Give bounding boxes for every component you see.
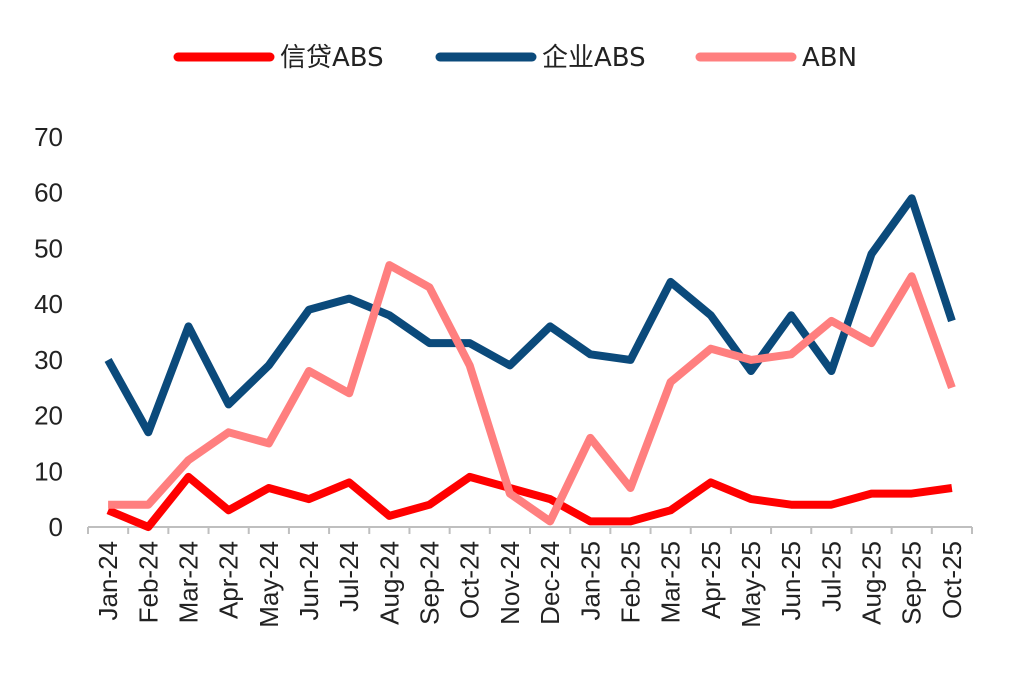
x-tick-label: Jan-24: [93, 541, 123, 621]
x-tick-label: Apr-25: [696, 541, 726, 619]
x-tick-label: Nov-24: [495, 541, 525, 625]
x-tick-label: Sep-25: [897, 541, 927, 625]
y-tick-label: 70: [34, 122, 63, 152]
x-tick-label: Oct-25: [937, 541, 967, 619]
x-tick-label: Dec-24: [535, 541, 565, 625]
legend: 信贷ABS 企业ABS ABN: [173, 43, 857, 73]
y-tick-label: 60: [34, 178, 63, 208]
series-line-1: [106, 472, 953, 531]
x-tick-label: Jul-25: [816, 541, 846, 612]
legend-label-1: 信贷ABS: [280, 43, 384, 73]
x-tick-label: Jan-25: [575, 541, 605, 621]
x-tick-label: Apr-24: [214, 541, 244, 619]
legend-label-3: ABN: [802, 43, 857, 73]
series-line-2: [104, 194, 956, 437]
y-tick-label: 50: [34, 233, 63, 263]
x-tick-label: Aug-25: [857, 541, 887, 625]
x-tick-label: Mar-24: [173, 541, 203, 623]
x-tick-label: Oct-24: [455, 541, 485, 619]
y-tick-label: 10: [34, 456, 63, 486]
x-tick-label: Feb-25: [615, 541, 645, 623]
x-tick-label: Jun-25: [776, 541, 806, 621]
y-tick-label: 40: [34, 289, 63, 319]
x-tick-label: Feb-24: [133, 541, 163, 623]
y-tick-label: 0: [49, 512, 63, 542]
x-tick-label: Jun-24: [294, 541, 324, 621]
series-group: [104, 194, 956, 531]
x-tick-label: Sep-24: [415, 541, 445, 625]
series-line-3: [108, 261, 956, 526]
x-tick-label: Mar-25: [656, 541, 686, 623]
x-tick-label: May-25: [736, 541, 766, 628]
x-tick-label: May-24: [254, 541, 284, 628]
x-tick-label: Jul-24: [334, 541, 364, 612]
legend-label-2: 企业ABS: [542, 43, 646, 73]
axes: Jan-24 Feb-24 Mar-24 Apr-24 May-24 Jun-24 Jul-…: [34, 122, 973, 628]
y-tick-label: 20: [34, 401, 63, 431]
x-tick-label: Aug-24: [374, 541, 404, 625]
y-tick-label: 30: [34, 345, 63, 375]
